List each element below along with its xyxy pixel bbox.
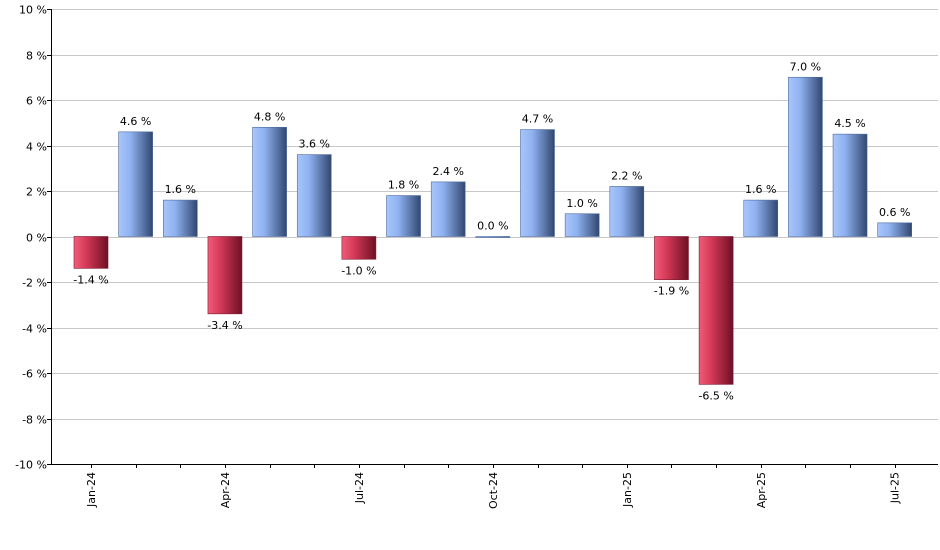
data-label: 4.5 % [834, 117, 865, 130]
data-label: -1.0 % [341, 264, 376, 277]
data-label: 4.6 % [120, 115, 151, 128]
bar-jan-25 [609, 186, 645, 237]
y-tick-label: -10 % [15, 459, 47, 472]
data-label: 0.6 % [879, 206, 910, 219]
y-tick-label: 6 % [26, 95, 47, 108]
bar-jun-24 [296, 154, 332, 237]
x-tick-label: Apr-25 [755, 472, 768, 508]
data-label: -6.5 % [698, 389, 733, 402]
y-tick-label: -2 % [22, 277, 47, 290]
labels: 10 % 8 % 6 % 4 % 2 % 0 % -2 % -4 % -6 % -8 % -10 %… [15, 4, 910, 509]
y-tick-label: 0 % [26, 232, 47, 245]
y-tick-label: 10 % [19, 4, 47, 17]
bar-jul-24 [341, 236, 377, 260]
data-label: 7.0 % [790, 60, 821, 73]
bar-sep-24 [430, 181, 466, 237]
data-label: 4.7 % [522, 113, 553, 126]
x-tick-label: Oct-24 [487, 472, 500, 509]
data-label: 0.0 % [477, 220, 508, 233]
x-tick-label: Jan-25 [621, 472, 634, 508]
bar-feb-25 [654, 236, 689, 281]
data-label: 4.8 % [254, 110, 285, 123]
y-tick-label: -8 % [22, 414, 47, 427]
y-tick-label: -4 % [22, 323, 47, 336]
bar-may-25 [788, 76, 823, 237]
data-label: 1.6 % [165, 183, 196, 196]
bar-may-24 [252, 127, 287, 237]
y-tick-label: 4 % [26, 141, 47, 154]
x-tick-label: Apr-24 [219, 472, 232, 508]
y-tick-label: -6 % [22, 368, 47, 381]
data-label: -1.9 % [654, 285, 689, 298]
data-label: 1.8 % [388, 179, 419, 192]
bar-dec-24 [564, 213, 600, 237]
data-label: 2.4 % [432, 165, 463, 178]
data-label: -3.4 % [207, 319, 242, 332]
bar-jul-25 [877, 222, 913, 237]
bar-mar-24 [163, 199, 198, 237]
data-label: 2.2 % [611, 169, 642, 182]
bar-mar-25 [698, 236, 734, 385]
bar-jan-24 [73, 236, 109, 269]
bar-aug-24 [386, 195, 421, 237]
bars [73, 76, 913, 385]
data-label: 1.0 % [566, 197, 597, 210]
data-label: 3.6 % [299, 138, 330, 151]
y-tick-label: 8 % [26, 50, 47, 63]
bar-apr-24 [207, 236, 243, 315]
x-tick-label: Jul-25 [889, 472, 902, 504]
x-tick-label: Jan-24 [85, 472, 98, 508]
y-tick-label: 2 % [26, 186, 47, 199]
bar-jun-25 [832, 133, 868, 237]
bar-apr-25 [743, 199, 779, 237]
data-label: -1.4 % [73, 273, 108, 286]
bar-feb-24 [118, 131, 153, 237]
axes [47, 9, 938, 468]
data-label: 1.6 % [745, 183, 776, 196]
bar-nov-24 [520, 129, 555, 237]
bar-oct-24 [475, 236, 511, 238]
x-tick-label: Jul-24 [353, 472, 366, 504]
